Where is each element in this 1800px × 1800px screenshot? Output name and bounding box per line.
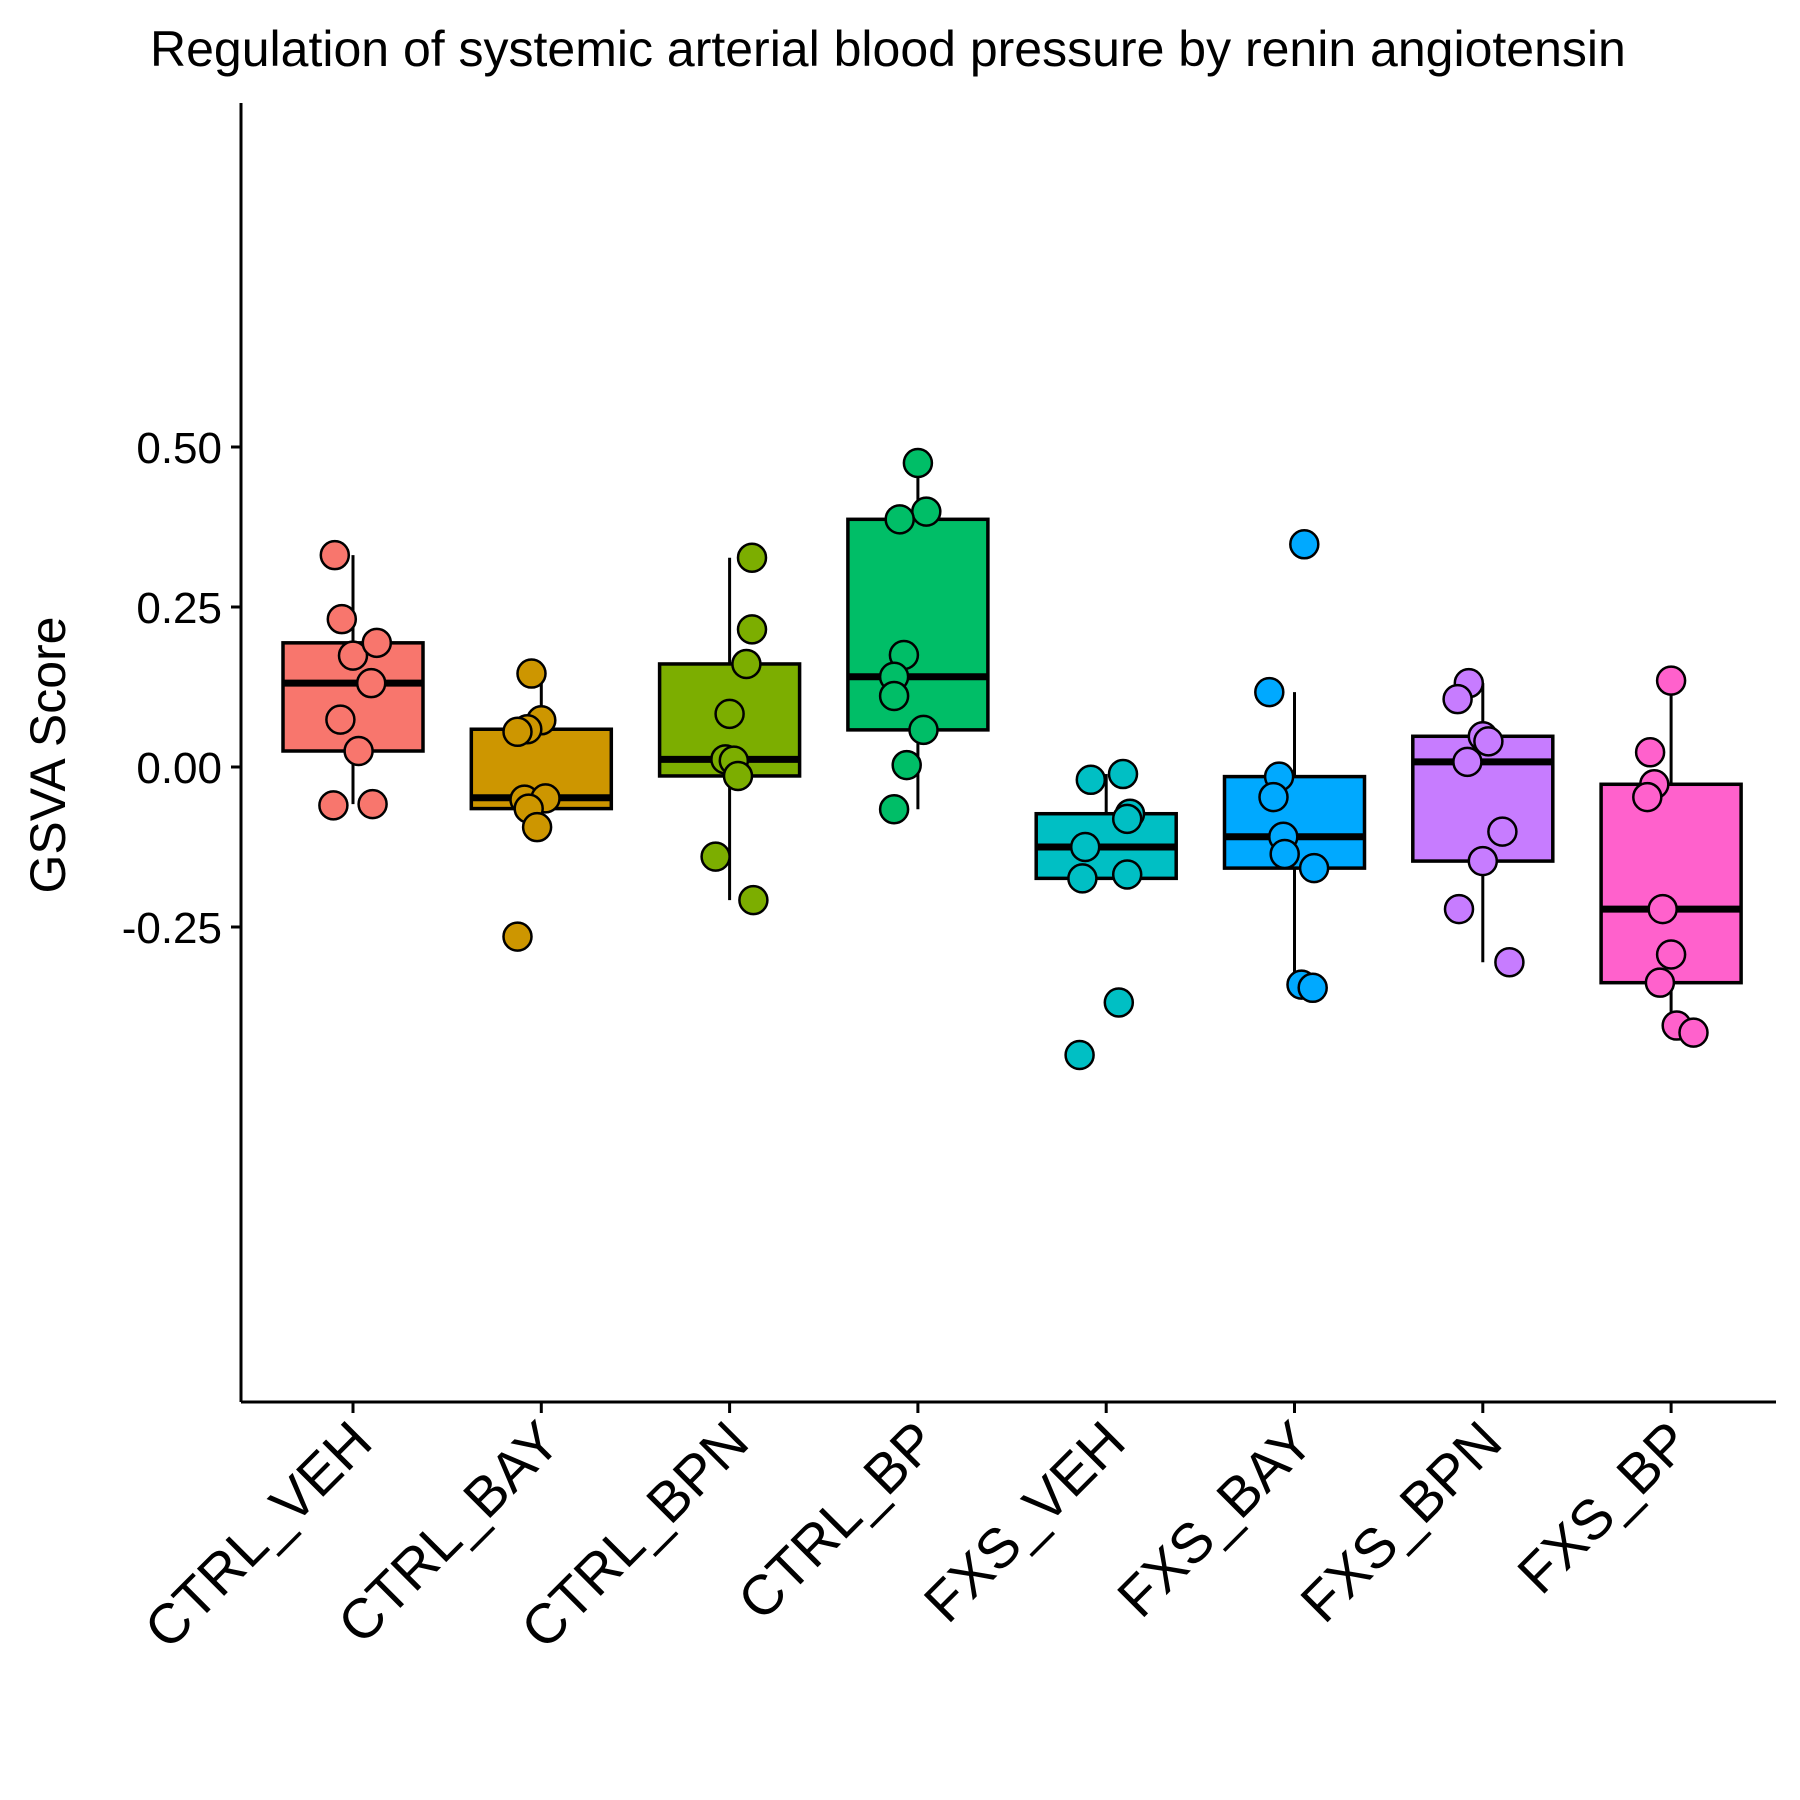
box-group-fxs-bp bbox=[1599, 665, 1743, 1048]
box bbox=[1411, 734, 1555, 863]
data-point bbox=[1289, 529, 1320, 560]
data-point bbox=[1254, 676, 1285, 708]
data-point bbox=[325, 704, 356, 735]
x-tick-label: FXS_BPN bbox=[1288, 1409, 1513, 1634]
data-point bbox=[1111, 859, 1143, 890]
data-point bbox=[1644, 967, 1676, 998]
data-point bbox=[1075, 764, 1107, 796]
data-point bbox=[343, 735, 374, 767]
data-point bbox=[1678, 1017, 1709, 1048]
data-point bbox=[355, 667, 387, 699]
data-point bbox=[878, 793, 910, 825]
data-point bbox=[731, 648, 762, 680]
y-tick-label: -0.25 bbox=[122, 904, 222, 953]
data-point bbox=[736, 542, 768, 573]
box-group-ctrl-bpn bbox=[657, 542, 802, 916]
data-point bbox=[337, 640, 369, 671]
x-axis-ticks: CTRL_VEHCTRL_BAYCTRL_BPNCTRL_BPFXS_VEHFX… bbox=[132, 1402, 1702, 1660]
data-point bbox=[516, 658, 547, 689]
plot-area bbox=[281, 447, 1743, 1071]
box-group-ctrl-bp bbox=[846, 447, 990, 825]
data-point bbox=[1632, 781, 1663, 813]
data-point bbox=[1069, 831, 1101, 863]
data-point bbox=[736, 614, 768, 645]
y-tick-label: 0.00 bbox=[136, 744, 222, 793]
y-axis-label: GSVA Score bbox=[20, 617, 76, 894]
data-point bbox=[1647, 893, 1678, 925]
data-point bbox=[361, 627, 393, 659]
box-group-fxs-bpn bbox=[1411, 667, 1555, 978]
data-point bbox=[319, 539, 351, 571]
data-point bbox=[1442, 683, 1473, 715]
data-point bbox=[1297, 972, 1328, 1004]
data-point bbox=[1067, 863, 1098, 894]
data-point bbox=[326, 603, 358, 635]
data-point bbox=[357, 788, 388, 820]
box-group-fxs-bay bbox=[1222, 529, 1367, 1004]
data-point bbox=[1111, 803, 1143, 835]
data-point bbox=[502, 921, 533, 952]
data-point bbox=[521, 811, 553, 843]
data-point bbox=[1452, 746, 1483, 778]
data-point bbox=[1443, 893, 1475, 925]
data-point bbox=[1494, 946, 1525, 978]
y-axis-ticks: 0.50 0.25 0.00 -0.25 bbox=[122, 424, 241, 953]
y-tick-label: 0.50 bbox=[136, 424, 222, 473]
data-point bbox=[911, 496, 942, 527]
x-tick-label: FXS_BP bbox=[1505, 1409, 1701, 1605]
y-tick-label: 0.25 bbox=[136, 584, 222, 633]
box-group-ctrl-bay bbox=[469, 658, 614, 952]
data-point bbox=[1269, 838, 1300, 870]
x-tick-label: CTRL_BP bbox=[726, 1409, 949, 1632]
data-point bbox=[1473, 726, 1504, 757]
data-point bbox=[700, 841, 731, 872]
chart-title: Regulation of systemic arterial blood pr… bbox=[150, 21, 1626, 77]
data-point bbox=[1064, 1039, 1095, 1071]
data-point bbox=[902, 447, 934, 479]
data-point bbox=[722, 760, 754, 792]
box-group-fxs-veh bbox=[1034, 758, 1178, 1071]
box bbox=[846, 517, 990, 732]
data-point bbox=[318, 790, 349, 821]
data-point bbox=[1107, 758, 1139, 790]
data-point bbox=[1258, 781, 1289, 813]
data-point bbox=[908, 714, 939, 746]
data-point bbox=[738, 884, 769, 916]
data-point bbox=[714, 698, 745, 730]
data-point bbox=[884, 504, 915, 535]
data-point bbox=[1467, 845, 1499, 877]
data-point bbox=[1103, 987, 1135, 1018]
box-group-ctrl-veh bbox=[281, 539, 425, 821]
data-point bbox=[1655, 665, 1687, 696]
data-point bbox=[1655, 939, 1687, 970]
data-point bbox=[891, 749, 922, 781]
data-point bbox=[1487, 816, 1518, 847]
x-tick-label: FXS_BAY bbox=[1105, 1409, 1325, 1629]
data-point bbox=[1634, 737, 1666, 768]
data-point bbox=[502, 716, 533, 748]
x-tick-label: FXS_VEH bbox=[912, 1409, 1137, 1634]
data-point bbox=[878, 680, 910, 712]
data-point bbox=[1298, 852, 1330, 884]
